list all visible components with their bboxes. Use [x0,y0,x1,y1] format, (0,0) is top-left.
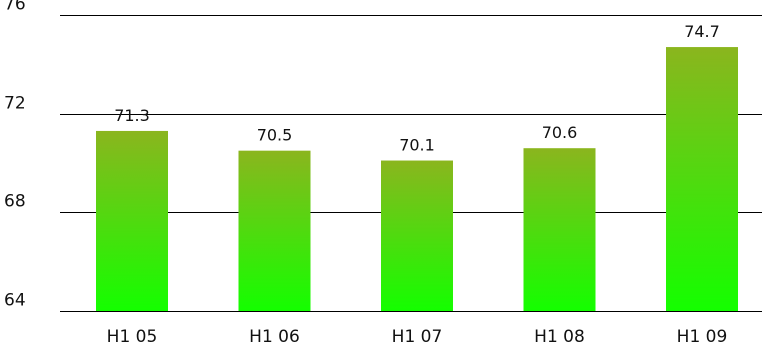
x-tick-label: H1 08 [534,327,585,347]
bar-value-label: 70.6 [542,123,578,142]
data-labels: 71.3 70.5 70.1 70.6 74.7 [114,22,720,154]
y-axis-ticks: 64 68 72 76 [4,0,26,311]
bar-h1-05 [96,130,168,311]
bar-h1-06 [238,150,311,311]
y-tick-label: 72 [4,94,26,114]
bar-h1-08 [523,148,596,311]
bar-value-label: 70.1 [399,136,435,155]
y-tick-label: 68 [4,192,26,212]
x-tick-label: H1 07 [392,327,443,347]
gridlines [60,15,762,312]
x-tick-label: H1 09 [677,327,728,347]
bar-h1-09 [666,47,738,312]
y-tick-label: 76 [4,0,26,15]
x-tick-label: H1 06 [249,327,300,347]
y-tick-label: 64 [4,291,26,311]
x-axis-ticks: H1 05 H1 06 H1 07 H1 08 H1 09 [107,327,728,347]
x-tick-label: H1 05 [107,327,158,347]
bar-value-label: 74.7 [684,22,720,41]
bar-value-label: 70.5 [257,126,293,145]
bars [96,47,738,312]
bar-h1-07 [381,160,453,311]
bar-value-label: 71.3 [114,106,150,125]
